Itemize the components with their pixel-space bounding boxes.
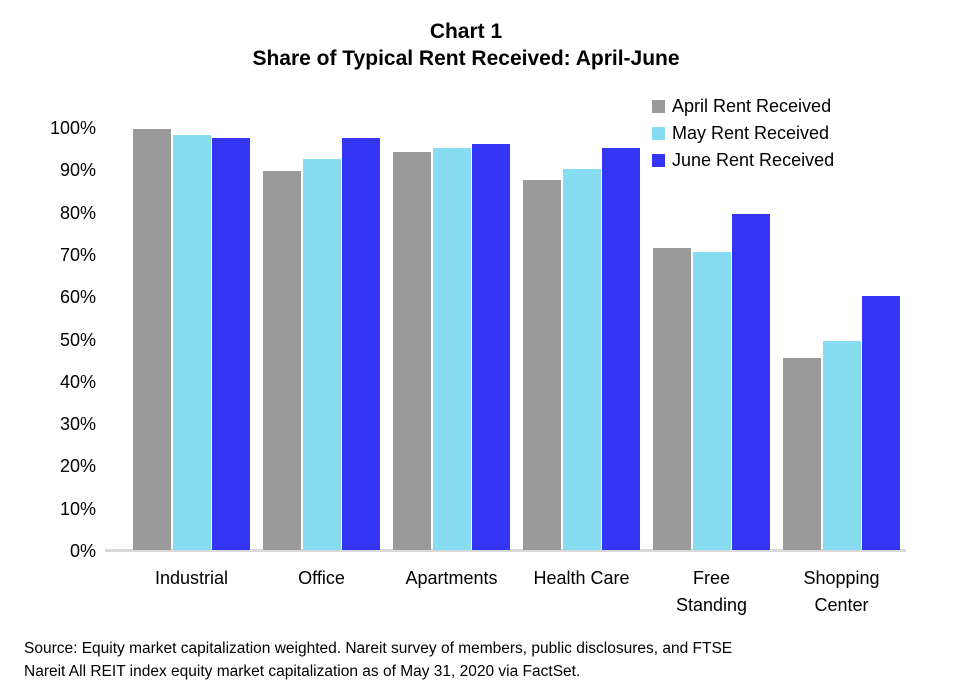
chart-subtitle: Share of Typical Rent Received: April-Ju…: [252, 47, 680, 70]
x-category-label-health-care: Health Care: [533, 568, 630, 588]
bar-office-april: [263, 171, 301, 550]
x-category-label-industrial: Industrial: [154, 568, 229, 588]
x-category-label-apartments: Apartments: [405, 568, 498, 588]
bar-shopping-center-may: [822, 340, 861, 550]
y-tick-label: 90%: [59, 160, 96, 181]
bar-shopping-center-june: [862, 296, 900, 550]
bar-free-standing-may: [692, 251, 731, 550]
bar-health-care-june: [602, 148, 640, 550]
x-category-label-free-standing: Free Standing: [675, 568, 748, 615]
legend-label: June Rent Received: [672, 150, 835, 170]
y-tick-label: 20%: [59, 456, 96, 477]
bar-health-care-may: [562, 169, 601, 550]
y-tick-label: 100%: [49, 118, 96, 138]
y-tick-label: 0%: [69, 541, 96, 561]
y-tick-label: 40%: [59, 371, 96, 392]
legend-swatch-icon: [652, 100, 665, 113]
bar-industrial-june: [212, 137, 250, 550]
plot-area: [105, 128, 906, 552]
y-tick-label: 50%: [59, 329, 96, 350]
bar-apartments-may: [432, 148, 471, 550]
legend-swatch-icon: [652, 154, 665, 167]
x-axis-line: [105, 549, 906, 552]
bar-office-june: [342, 137, 380, 550]
bar-office-may: [302, 158, 341, 550]
source-note-line1: Source: Equity market capitalization wei…: [24, 640, 733, 657]
bar-industrial-april: [133, 129, 171, 550]
legend-label: April Rent Received: [672, 96, 832, 116]
y-tick-label: 60%: [59, 287, 96, 308]
legend-item-june: June Rent Received: [652, 147, 834, 174]
bar-shopping-center-april: [783, 357, 821, 550]
bar-free-standing-april: [653, 247, 691, 550]
chart-legend: April Rent Received May Rent Received June…: [652, 93, 834, 174]
bar-free-standing-june: [732, 213, 770, 550]
y-tick-label: 10%: [59, 498, 96, 519]
legend-label: May Rent Received: [672, 123, 830, 143]
chart-title: Chart 1: [429, 20, 503, 43]
y-tick-label: 30%: [59, 414, 96, 435]
source-note: Source: Equity market capitalization wei…: [24, 637, 954, 683]
bar-health-care-april: [523, 179, 561, 550]
y-tick-label: 80%: [59, 202, 96, 223]
bar-apartments-june: [472, 143, 510, 550]
x-category-label-shopping-center: Shopping Center: [803, 568, 880, 615]
source-note-line2: Nareit All REIT index equity market capi…: [24, 663, 581, 680]
y-tick-label: 70%: [59, 244, 96, 265]
legend-item-may: May Rent Received: [652, 120, 834, 147]
bar-apartments-april: [393, 152, 431, 550]
bar-industrial-may: [172, 135, 211, 550]
legend-swatch-icon: [652, 127, 665, 140]
chart-title-block: Chart 1 Share of Typical Rent Received: …: [0, 18, 932, 72]
x-category-label-office: Office: [298, 568, 345, 588]
legend-item-april: April Rent Received: [652, 93, 834, 120]
